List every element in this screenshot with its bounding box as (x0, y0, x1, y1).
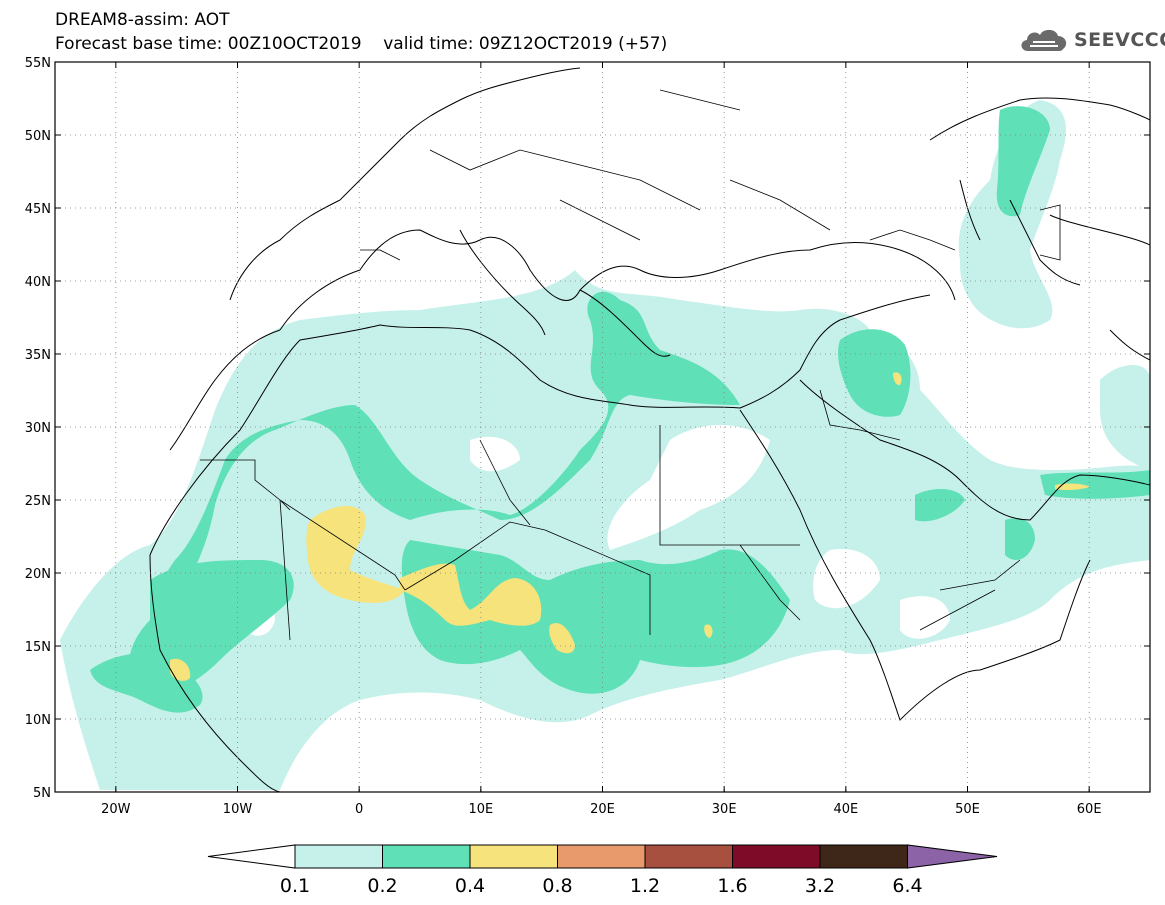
colorbar-arrow-low (207, 844, 296, 869)
coastlines (149, 67, 1150, 792)
lon-label: 60E (1077, 802, 1102, 817)
colorbar-arrow-high (907, 844, 998, 869)
lon-label: 20E (590, 802, 615, 817)
colorbar-box (382, 844, 471, 869)
lat-label: 50N (25, 129, 51, 144)
lon-label: 50E (955, 802, 980, 817)
colorbar-label: 0.1 (280, 875, 310, 897)
colorbar-label: 0.8 (542, 875, 572, 897)
colorbar-box (469, 844, 558, 869)
map-gridlines (55, 62, 1150, 792)
colorbar-label: 0.4 (455, 875, 485, 897)
colorbar-label: 0.2 (367, 875, 397, 897)
colorbar-box (644, 844, 733, 869)
lat-label: 25N (25, 494, 51, 509)
logo-text: SEEVCCC (1074, 29, 1165, 51)
lat-label: 30N (25, 421, 51, 436)
lon-label: 40E (833, 802, 858, 817)
cloud-icon (1021, 29, 1067, 51)
lon-label: 10W (223, 802, 253, 817)
colorbar-box (557, 844, 646, 869)
aot-field (55, 62, 1150, 792)
lat-label: 40N (25, 275, 51, 290)
forecast-times: Forecast base time: 00Z10OCT2019 valid t… (55, 34, 668, 54)
lat-label: 55N (25, 56, 51, 71)
lat-label: 45N (25, 202, 51, 217)
colorbar-box (294, 844, 383, 869)
lat-label: 20N (25, 567, 51, 582)
lon-label: 0 (355, 802, 363, 817)
lat-label: 5N (33, 786, 51, 801)
country-borders (200, 89, 1061, 641)
lat-label: 35N (25, 348, 51, 363)
colorbar-box (819, 844, 908, 869)
colorbar-label: 1.2 (630, 875, 660, 897)
colorbar-label: 6.4 (892, 875, 922, 897)
colorbar-box (732, 844, 821, 869)
latitude-labels: 5N 10N 15N 20N 25N 30N 35N 40N 45N 50N 55N (25, 56, 51, 801)
lon-label: 30E (712, 802, 737, 817)
lon-label: 10E (468, 802, 493, 817)
chart-title: DREAM8-assim: AOT (55, 10, 230, 30)
colorbar-label: 1.6 (717, 875, 747, 897)
lon-label: 20W (101, 802, 131, 817)
lat-label: 15N (25, 640, 51, 655)
colorbar-label: 3.2 (805, 875, 835, 897)
lat-label: 10N (25, 713, 51, 728)
aot-contour-medium (90, 106, 1150, 713)
longitude-labels: 20W 10W 0 10E 20E 30E 40E 50E 60E (101, 802, 1101, 817)
axis-ticks (55, 61, 1150, 793)
seevccc-logo: SEEVCCC (1018, 22, 1165, 58)
